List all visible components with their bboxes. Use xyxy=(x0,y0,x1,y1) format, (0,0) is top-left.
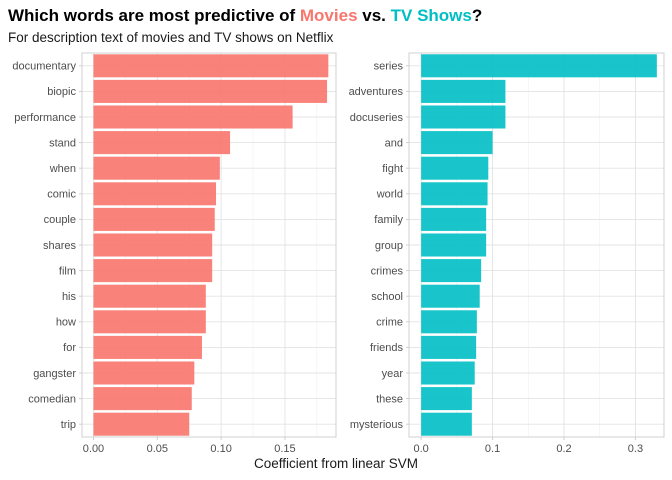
tv-category-label: and xyxy=(385,137,403,149)
title-prefix: Which words are most predictive of xyxy=(8,6,300,25)
movies-category-label: stand xyxy=(49,137,76,149)
movies-bar xyxy=(93,361,195,385)
movies-bar xyxy=(93,182,217,206)
tv-bar xyxy=(421,79,506,103)
movies-category-label: comedian xyxy=(28,393,76,405)
tv-bar xyxy=(421,233,487,257)
title-tv-shows: TV Shows xyxy=(390,6,472,25)
movies-category-label: biopic xyxy=(47,86,76,98)
tv-x-tick-label: 0.1 xyxy=(485,443,500,455)
movies-x-tick-label: 0.05 xyxy=(147,443,168,455)
movies-category-label: how xyxy=(56,317,76,329)
tv-bar xyxy=(421,259,482,283)
movies-x-tick-label: 0.00 xyxy=(83,443,104,455)
tv-category-label: mysterious xyxy=(350,419,404,431)
movies-bar xyxy=(93,105,293,129)
tv-category-label: crime xyxy=(376,317,403,329)
tv-category-label: friends xyxy=(370,342,404,354)
x-axis-label: Coefficient from linear SVM xyxy=(253,456,419,471)
movies-category-label: shares xyxy=(43,240,77,252)
tv-category-label: crimes xyxy=(371,265,404,277)
movies-x-tick-label: 0.10 xyxy=(210,443,231,455)
tv-bar xyxy=(421,310,477,334)
tv-bar xyxy=(421,54,657,78)
movies-category-label: for xyxy=(63,342,76,354)
movies-bar xyxy=(93,79,328,103)
movies-category-label: film xyxy=(59,265,76,277)
tv-category-label: year xyxy=(382,368,404,380)
movies-bar xyxy=(93,156,220,180)
movies-bar xyxy=(93,131,231,155)
tv-x-tick-label: 0.3 xyxy=(628,443,643,455)
tv-bar xyxy=(421,182,488,206)
tv-category-label: fight xyxy=(382,163,403,175)
tv-bar xyxy=(421,412,472,436)
tv-category-label: adventures xyxy=(349,86,404,98)
movies-category-label: trip xyxy=(61,419,76,431)
movies-category-label: documentary xyxy=(12,61,76,73)
movies-bar xyxy=(93,207,215,231)
tv-category-label: school xyxy=(371,291,403,303)
tv-bar xyxy=(421,207,487,231)
movies-bar xyxy=(93,284,206,308)
movies-category-label: when xyxy=(49,163,76,175)
tv-bar xyxy=(421,284,480,308)
movies-bar xyxy=(93,233,213,257)
movies-category-label: couple xyxy=(44,214,76,226)
movies-bar xyxy=(93,310,206,334)
tv-bar xyxy=(421,387,472,411)
movies-category-label: his xyxy=(62,291,77,303)
movies-bar xyxy=(93,259,213,283)
chart-subtitle: For description text of movies and TV sh… xyxy=(8,30,334,45)
title-suffix: ? xyxy=(471,6,483,25)
tv-x-tick-label: 0.0 xyxy=(413,443,428,455)
tv-category-label: family xyxy=(374,214,403,226)
movies-category-label: comic xyxy=(47,189,76,201)
tv-category-label: docuseries xyxy=(350,112,404,124)
tv-category-label: these xyxy=(376,393,403,405)
movies-bar xyxy=(93,412,190,436)
chart-title: Which words are most predictive of Movie… xyxy=(8,6,482,26)
tv-bar xyxy=(421,131,493,155)
movies-bar xyxy=(93,54,329,78)
movies-x-tick-label: 0.15 xyxy=(274,443,295,455)
tv-category-label: series xyxy=(374,61,404,73)
title-movies: Movies xyxy=(299,6,358,25)
title-middle: vs. xyxy=(357,6,391,25)
tv-bar xyxy=(421,105,506,129)
movies-category-label: gangster xyxy=(33,368,76,380)
tv-category-label: group xyxy=(375,240,403,252)
tv-bar xyxy=(421,335,477,359)
movies-bar xyxy=(93,335,202,359)
tv-bar xyxy=(421,361,475,385)
movies-bar xyxy=(93,387,192,411)
tv-x-tick-label: 0.2 xyxy=(556,443,571,455)
movies-category-label: performance xyxy=(14,112,76,124)
tv-category-label: world xyxy=(376,189,403,201)
tv-bar xyxy=(421,156,489,180)
